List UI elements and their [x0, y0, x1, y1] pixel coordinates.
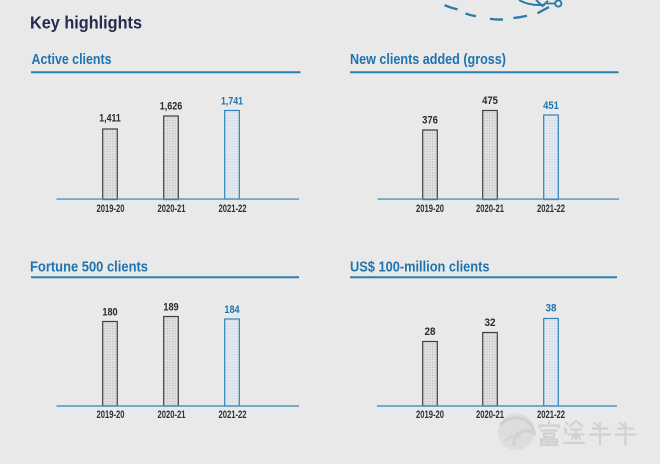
svg-text:2019-20: 2019-20 — [97, 203, 125, 215]
svg-text:2021-22: 2021-22 — [537, 203, 565, 215]
svg-text:2020-21: 2020-21 — [158, 409, 186, 421]
svg-text:Key highlights: Key highlights — [30, 12, 142, 32]
svg-text:1,626: 1,626 — [160, 101, 183, 113]
svg-text:New clients added (gross): New clients added (gross) — [350, 52, 506, 68]
svg-text:2021-22: 2021-22 — [219, 409, 247, 421]
svg-text:38: 38 — [546, 302, 557, 314]
svg-text:2020-21: 2020-21 — [158, 203, 186, 215]
svg-text:Fortune 500 clients: Fortune 500 clients — [30, 259, 148, 275]
svg-text:Active clients: Active clients — [32, 52, 112, 68]
svg-text:189: 189 — [163, 302, 178, 314]
svg-text:2019-20: 2019-20 — [97, 409, 125, 421]
svg-text:475: 475 — [482, 95, 498, 107]
svg-text:2019-20: 2019-20 — [416, 409, 444, 421]
svg-text:1,741: 1,741 — [221, 96, 243, 108]
svg-text:32: 32 — [485, 317, 496, 329]
svg-text:2020-21: 2020-21 — [476, 203, 504, 215]
svg-text:451: 451 — [543, 100, 559, 112]
svg-text:2019-20: 2019-20 — [416, 203, 444, 215]
svg-text:28: 28 — [425, 326, 436, 338]
svg-text:180: 180 — [102, 307, 117, 319]
svg-text:2021-22: 2021-22 — [537, 409, 565, 421]
svg-text:US$ 100-million clients: US$ 100-million clients — [350, 259, 490, 275]
svg-text:1,411: 1,411 — [99, 113, 121, 125]
svg-text:184: 184 — [224, 304, 240, 316]
svg-text:2021-22: 2021-22 — [219, 203, 247, 215]
svg-text:2020-21: 2020-21 — [476, 409, 504, 421]
svg-text:376: 376 — [422, 114, 438, 126]
